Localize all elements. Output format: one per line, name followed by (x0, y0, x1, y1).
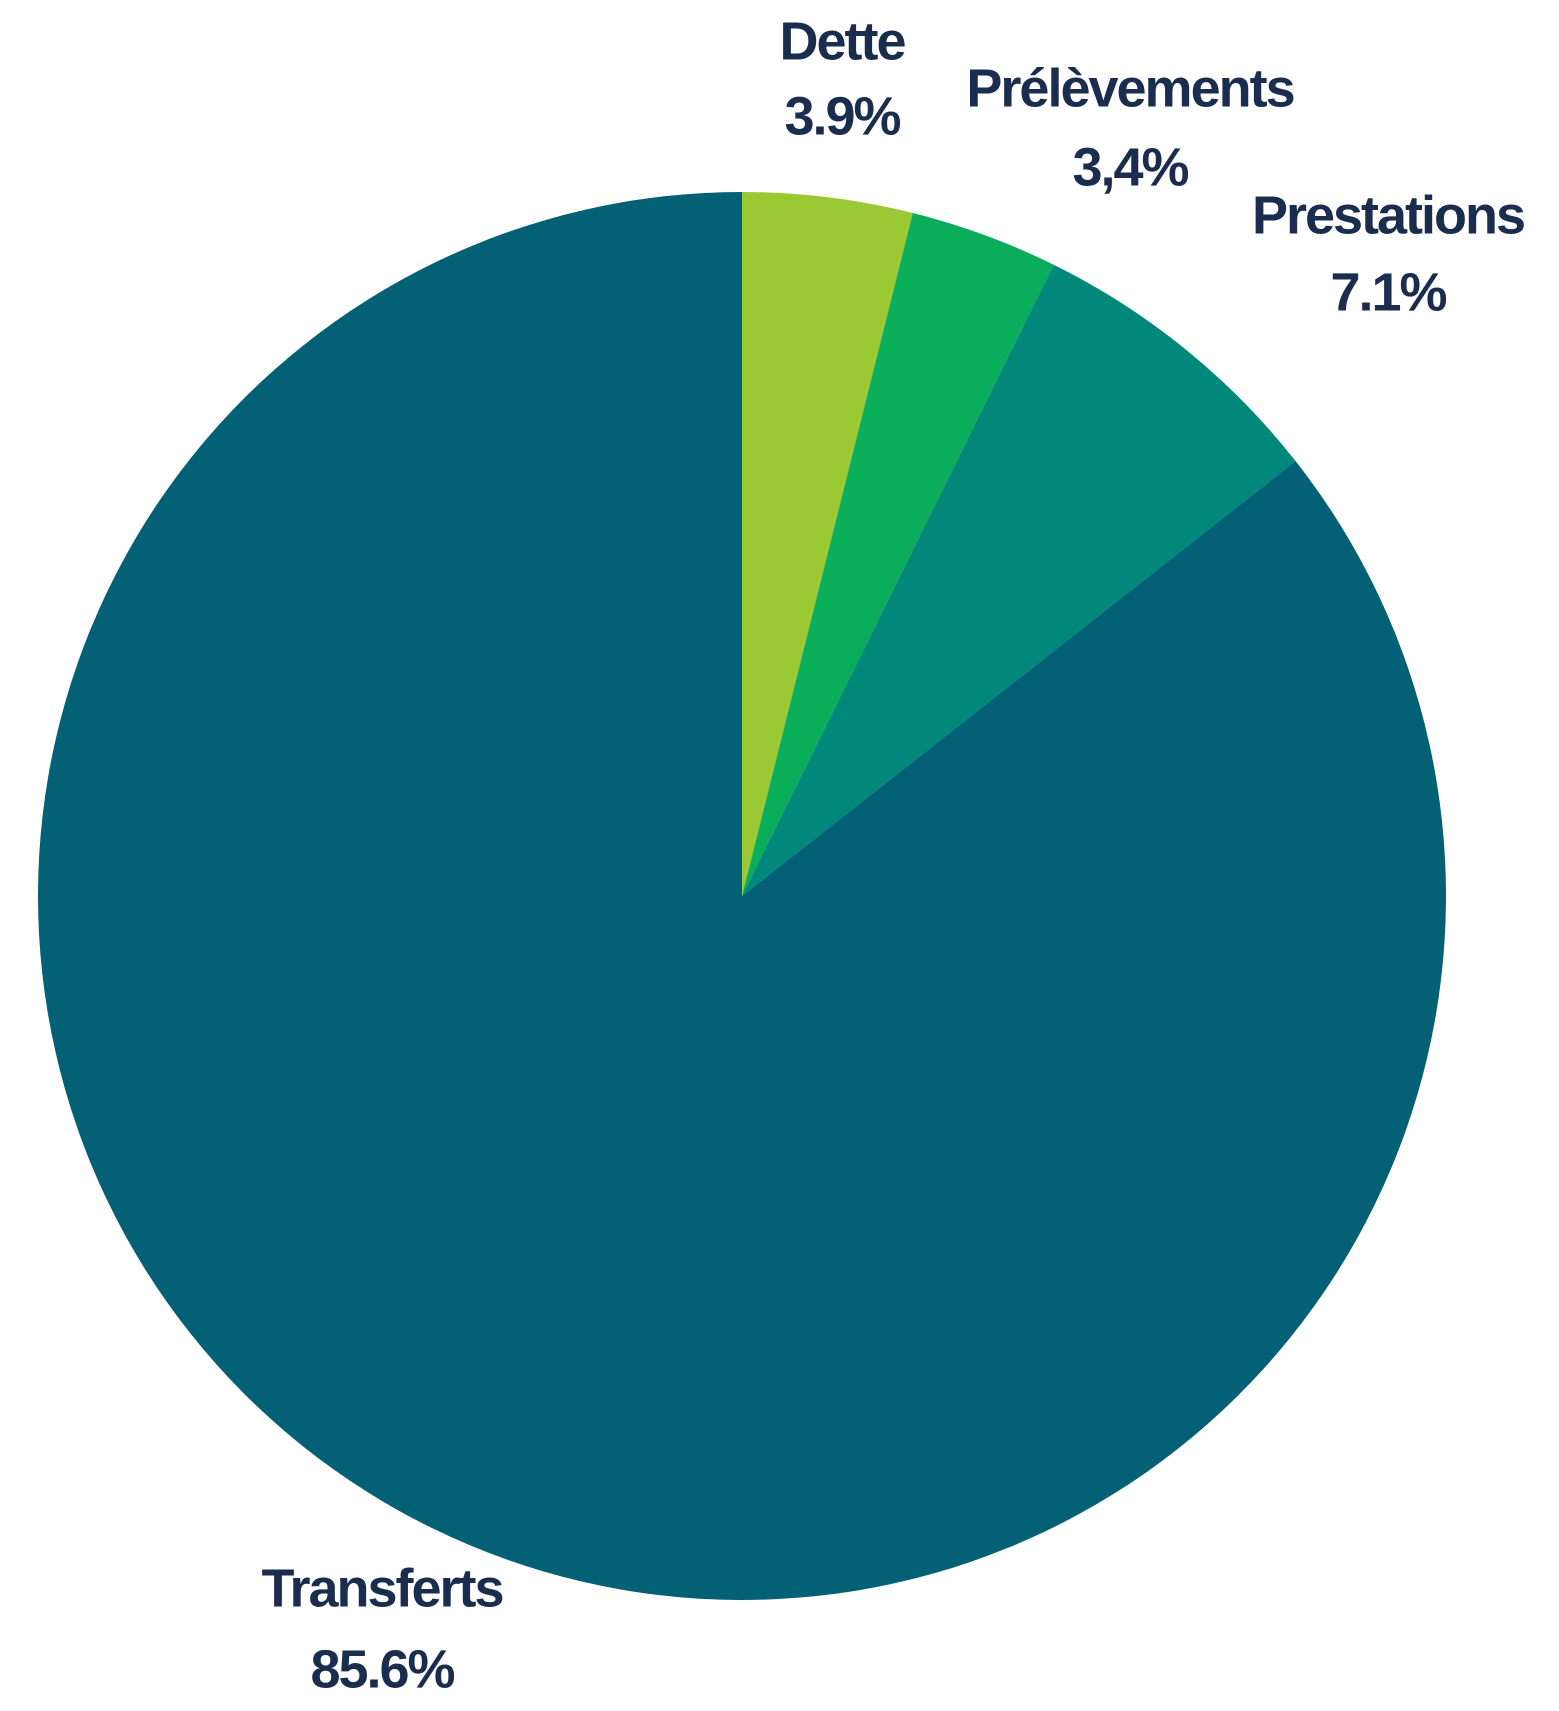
value-label: 7.1% (1330, 262, 1446, 322)
slice-label: Transferts (261, 1558, 502, 1618)
slice-label: Prestations (1252, 185, 1524, 245)
slice-label: Dette (779, 11, 905, 71)
pie-slice (37, 192, 1446, 1600)
pie-slice (742, 264, 1296, 896)
value-label: 3.9% (784, 86, 900, 146)
pie-slice (742, 213, 1054, 896)
pie-slice (742, 192, 913, 896)
slice-label: Prélèvements (966, 58, 1293, 118)
value-label: 3,4% (1072, 137, 1188, 197)
value-label: 85.6% (310, 1639, 454, 1699)
